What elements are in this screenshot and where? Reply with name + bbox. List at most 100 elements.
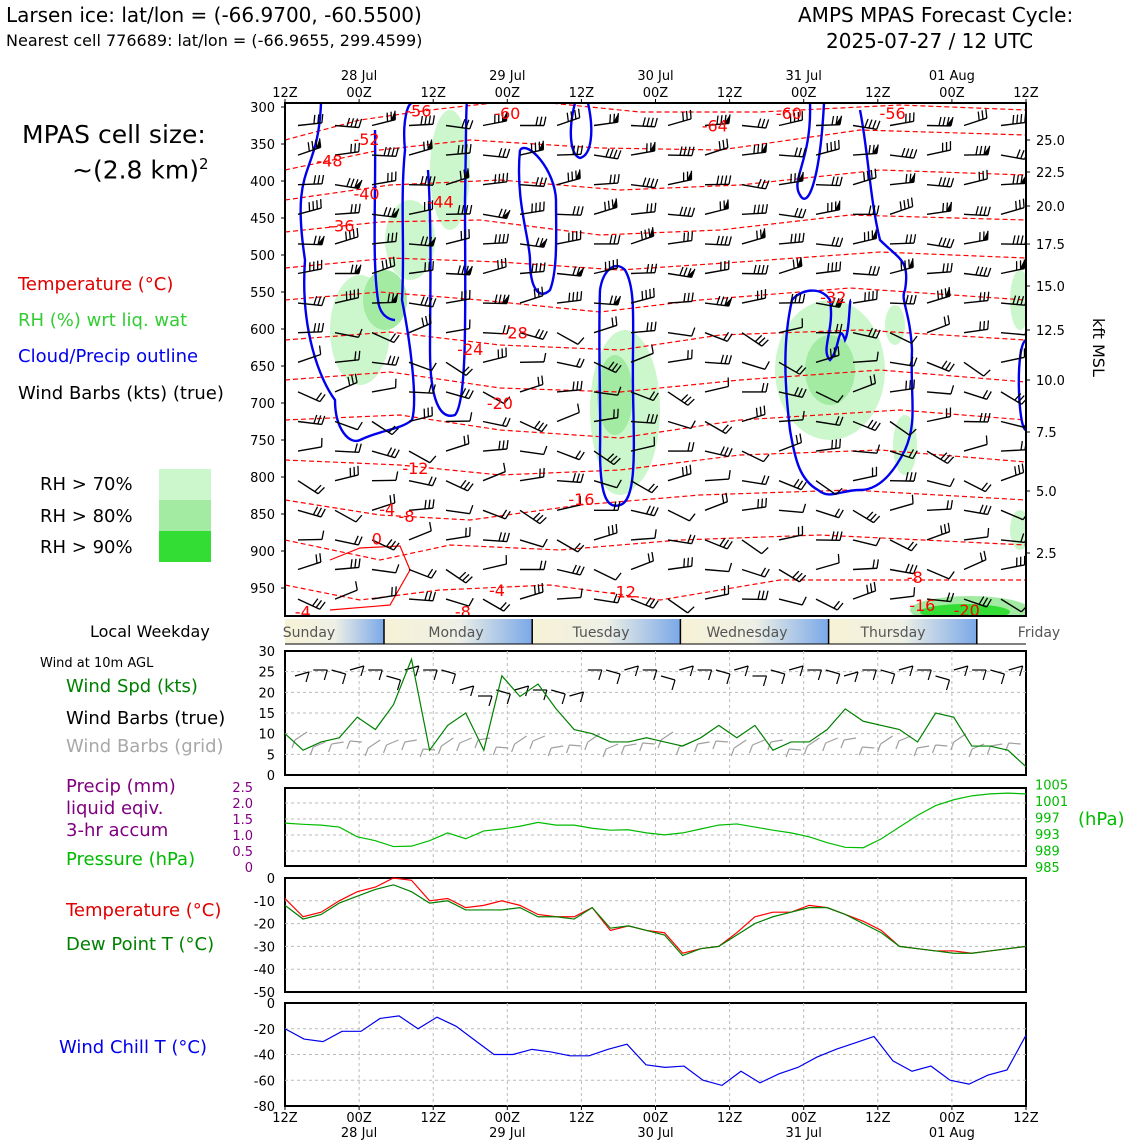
top-time-label: 12Z xyxy=(420,86,446,101)
wind-barb-feather xyxy=(354,203,357,213)
isotherm-label: -64 xyxy=(702,117,728,136)
wind-barb-270 xyxy=(667,509,696,522)
wind-barb-297 xyxy=(926,522,951,541)
wind-barb-feather xyxy=(679,266,684,276)
bottom-time-label: 00Z xyxy=(939,1111,965,1126)
wind-barb-14 xyxy=(815,115,843,127)
wind-barb-feather xyxy=(987,320,990,330)
wind-barb-feather xyxy=(389,495,392,505)
wind-barb-shaft xyxy=(445,509,470,515)
sfc-barb-true-20 xyxy=(660,675,676,691)
wind-barb-feather xyxy=(873,515,881,524)
wind-barb-feather xyxy=(613,234,617,245)
wind-barb-170 xyxy=(667,349,693,363)
sfc-barb-shaft xyxy=(1008,665,1023,671)
pressure-tick-label: 850 xyxy=(250,508,275,523)
sfc-barb-grid-16 xyxy=(584,733,601,751)
wind-barb-241 xyxy=(334,465,359,482)
wind-barb-feather xyxy=(979,145,983,155)
sfc-barb-grid-shaft xyxy=(477,737,491,741)
wind-barb-feather xyxy=(357,328,363,338)
wind-barb-shaft xyxy=(482,448,507,452)
wind-barb-feather xyxy=(1014,466,1017,476)
wind-barb-feather xyxy=(940,289,943,299)
sfc-barb-true-31 xyxy=(862,669,877,681)
wind-barb-feather xyxy=(830,141,833,151)
wind-barb-flag xyxy=(648,227,654,238)
isotherm-label: -20 xyxy=(954,601,980,620)
rh-shade-3 xyxy=(430,110,470,230)
sfc-barb-feather xyxy=(927,669,932,681)
top-date-label: 28 Jul xyxy=(341,69,377,84)
wind-barb-137 xyxy=(926,287,951,304)
wind-barb-flag xyxy=(834,298,843,308)
legend-cloud: Cloud/Precip outline xyxy=(18,346,199,367)
wind-barb-204 xyxy=(445,412,473,423)
sfc-barb-grid-17 xyxy=(602,743,619,758)
sfc-barb-grid-feather xyxy=(986,745,991,755)
sfc-barb-feather xyxy=(579,691,585,703)
height-tick-label: 10.0 xyxy=(1036,374,1065,389)
wind-barb-feather xyxy=(983,550,987,560)
wind-barb-feather xyxy=(385,539,393,548)
wind-barb-339 xyxy=(1000,598,1026,613)
wind-barb-183 xyxy=(408,384,436,394)
wind-barb-feather xyxy=(761,498,764,508)
wind-barb-shaft xyxy=(815,562,840,571)
sfc-barb-grid-feather xyxy=(401,741,406,751)
wind-barb-feather xyxy=(506,532,511,542)
weekday-label: Monday xyxy=(428,625,483,641)
wind-barb-feather xyxy=(1020,114,1023,124)
wind-barb-feather xyxy=(1012,115,1015,125)
wind-barb-333 xyxy=(778,596,807,606)
wind-barb-feather xyxy=(461,119,466,128)
wind-barb-feather xyxy=(831,297,836,307)
wind-barb-shaft xyxy=(778,419,803,423)
wind-barb-feather xyxy=(691,557,694,567)
wind-barbs-true-label: Wind Barbs (true) xyxy=(66,708,226,729)
sfc-barb-grid-shaft xyxy=(697,741,710,745)
wind-barb-feather xyxy=(646,322,649,332)
wind-barb-feather xyxy=(1020,296,1025,306)
sfc-barb-grid-10 xyxy=(474,737,491,749)
wind-barb-252 xyxy=(741,475,770,486)
wind-barb-feather xyxy=(650,414,655,424)
wind-barb-feather xyxy=(979,552,983,562)
wind-barb-feather xyxy=(570,111,573,121)
wind-barb-feather xyxy=(464,389,470,398)
wind-barb-feather xyxy=(913,379,916,389)
wind-barb-171 xyxy=(704,354,733,365)
sfc-barb-feather xyxy=(360,665,365,677)
wind-barb-shaft xyxy=(445,568,467,584)
wind-barb-shaft xyxy=(482,391,505,405)
sfc-barb-grid-shaft xyxy=(1008,742,1021,745)
wind-barb-shaft xyxy=(297,207,322,215)
wind-barb-200 xyxy=(297,414,326,426)
wind-barb-61 xyxy=(334,203,361,215)
wind-barb-shaft xyxy=(556,596,581,600)
wind-barb-feather xyxy=(641,290,644,301)
wind-barb-flag xyxy=(575,267,584,277)
wind-barb-48 xyxy=(593,174,620,186)
local-weekday-title: Local Weekday xyxy=(90,622,210,641)
wind-barb-66 xyxy=(519,201,545,215)
wind-barb-338 xyxy=(963,596,992,608)
wind-barb-206 xyxy=(519,420,548,433)
wind-barb-feather xyxy=(312,506,319,516)
wind-barb-feather xyxy=(432,176,436,186)
wind-barb-199 xyxy=(1000,391,1026,405)
sfc-barb-shaft xyxy=(880,669,895,675)
sfc-barb-grid-shaft xyxy=(825,737,838,744)
wind-barb-113 xyxy=(778,257,803,275)
legend-wind-barbs: Wind Barbs (kts) (true) xyxy=(18,383,224,404)
wind-barb-feather xyxy=(650,263,654,273)
wind-barb-feather xyxy=(728,236,732,246)
wind-barb-feather xyxy=(572,145,576,155)
wind-barb-shaft xyxy=(630,537,655,541)
wind-barb-feather xyxy=(611,363,619,372)
weekday-band xyxy=(828,619,977,644)
wind-barb-feather xyxy=(761,382,765,393)
wind-barb-feather xyxy=(654,178,659,188)
wind-barb-feather xyxy=(867,419,874,428)
wind-barb-feather xyxy=(358,203,361,213)
